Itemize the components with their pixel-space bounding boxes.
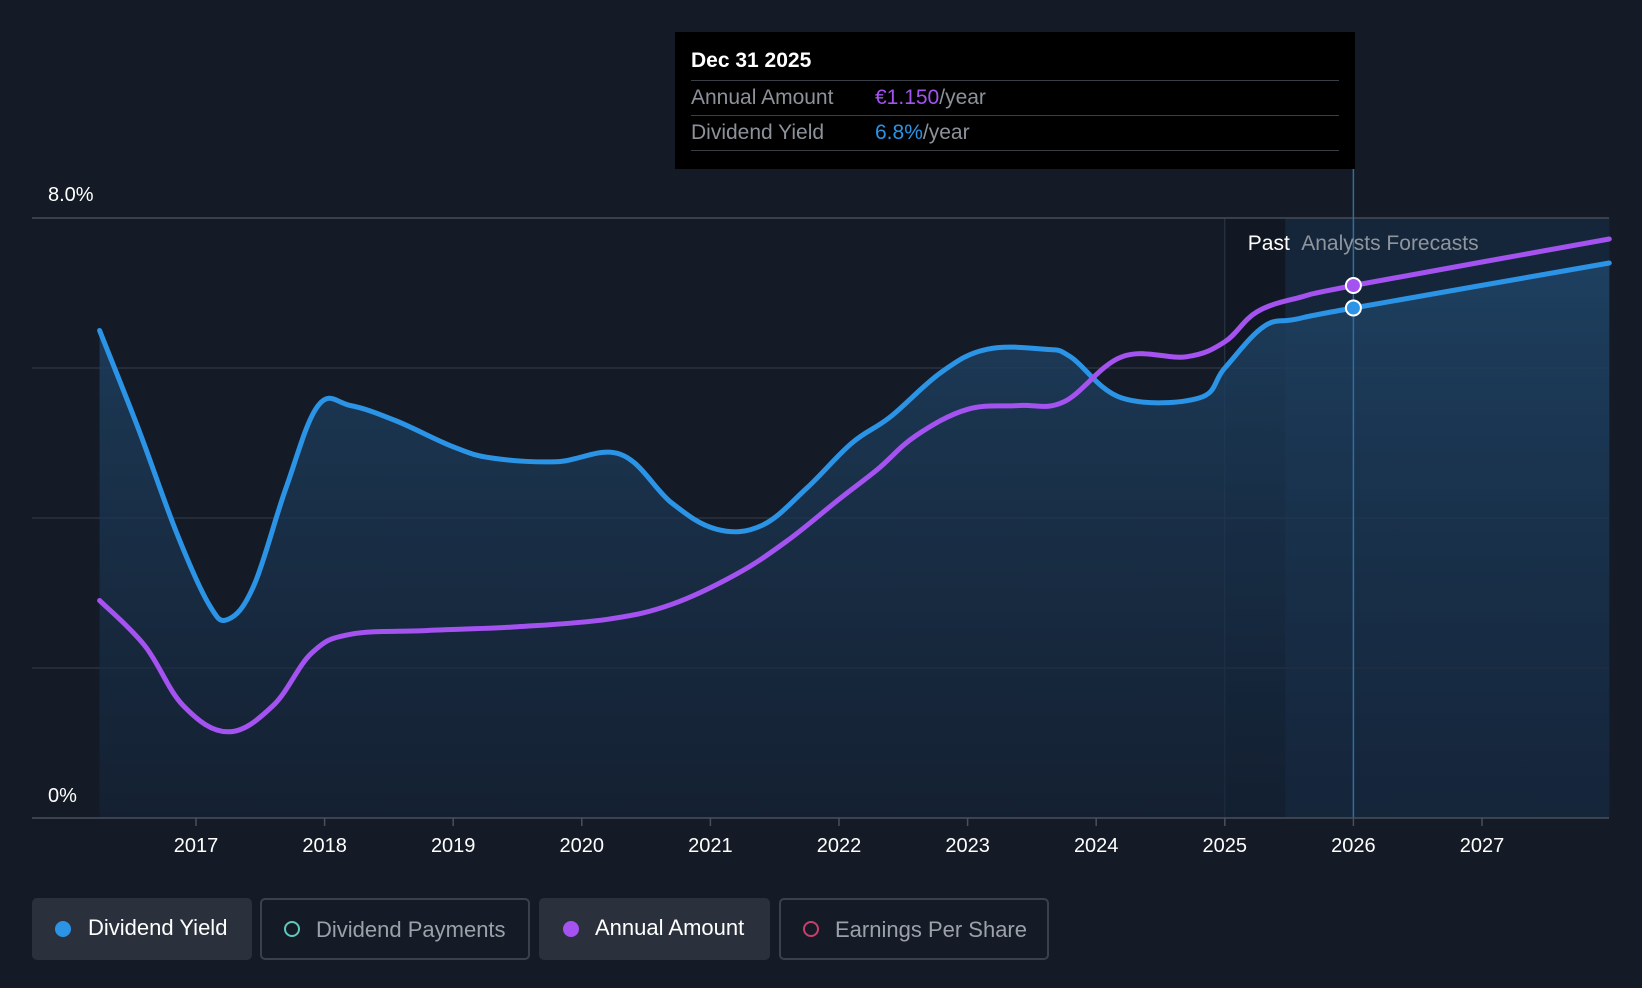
tooltip-annual-unit: /year	[939, 86, 986, 109]
tooltip-yield-row: Dividend Yield 6.8%/year	[691, 116, 1339, 151]
legend-dividend-payments[interactable]: Dividend Payments	[260, 898, 530, 960]
x-tick-label-2017: 2017	[174, 835, 219, 857]
dividend-yield-cursor-marker	[1344, 299, 1362, 317]
past-label: Past	[1248, 232, 1290, 255]
legend-dividend-yield-dot-icon	[55, 921, 71, 937]
legend-annual-amount-label: Annual Amount	[595, 915, 745, 940]
tooltip-yield-value-group: 6.8%/year	[875, 116, 970, 150]
tooltip-annual-value-group: €1.150/year	[875, 81, 986, 115]
legend-earnings-per-share-dot-icon	[803, 921, 819, 937]
x-tick-label-2024: 2024	[1074, 835, 1119, 857]
tooltip-date: Dec 31 2025	[691, 46, 1339, 81]
legend-dividend-yield-label: Dividend Yield	[88, 915, 228, 940]
tooltip-annual-row: Annual Amount €1.150/year	[691, 81, 1339, 116]
legend-annual-amount[interactable]: Annual Amount	[539, 898, 770, 960]
x-tick-label-2021: 2021	[688, 835, 733, 857]
legend-dividend-payments-dot-icon	[284, 921, 300, 937]
y-tick-label-8: 8.0%	[48, 184, 94, 206]
tooltip-yield-value: 6.8%	[875, 121, 923, 144]
legend-earnings-per-share[interactable]: Earnings Per Share	[779, 898, 1049, 960]
legend-dividend-yield[interactable]: Dividend Yield	[32, 898, 252, 960]
tooltip-yield-label: Dividend Yield	[691, 121, 825, 144]
annual-amount-cursor-marker	[1344, 277, 1362, 294]
dividend-yield-area	[99, 263, 1610, 818]
x-tick-label-2019: 2019	[431, 835, 476, 857]
tooltip-annual-label: Annual Amount	[691, 86, 834, 109]
x-tick-label-2026: 2026	[1331, 835, 1376, 857]
x-tick-label-2023: 2023	[945, 835, 990, 857]
forecast-label: Analysts Forecasts	[1301, 232, 1478, 255]
x-tick-label-2020: 2020	[560, 835, 605, 857]
x-tick-label-2018: 2018	[302, 835, 347, 857]
legend-annual-amount-dot-icon	[563, 921, 579, 937]
legend-dividend-payments-label: Dividend Payments	[316, 917, 506, 942]
legend-earnings-per-share-label: Earnings Per Share	[835, 917, 1027, 942]
tooltip-yield-unit: /year	[922, 121, 970, 144]
x-tick-label-2025: 2025	[1203, 835, 1248, 857]
x-tick-label-2022: 2022	[817, 835, 862, 857]
chart-tooltip: Dec 31 2025 Annual Amount €1.150/year Di…	[675, 32, 1355, 169]
dividend-yield-line	[97, 260, 1612, 624]
y-tick-label-0: 0%	[48, 785, 77, 807]
annual-amount-line	[97, 236, 1612, 735]
x-tick-label-2027: 2027	[1460, 835, 1505, 857]
tooltip-annual-value: €1.150	[875, 86, 940, 109]
